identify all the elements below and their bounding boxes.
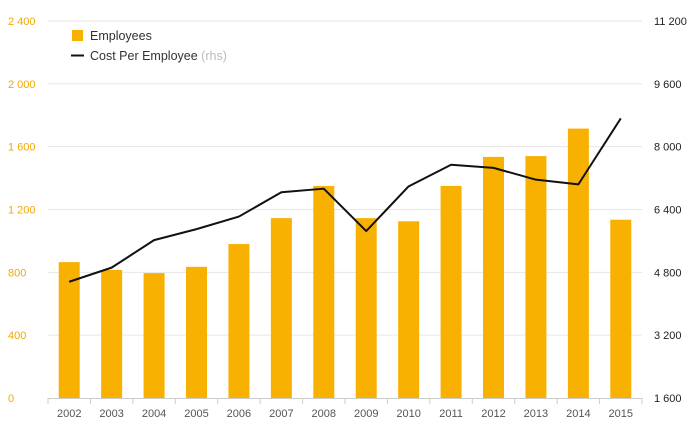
x-tick-label: 2015: [609, 408, 633, 420]
bar-2010: [398, 221, 420, 398]
legend-employees-label: Employees: [90, 29, 152, 43]
x-tick-label: 2011: [439, 408, 463, 420]
left-tick-label: 1 600: [8, 142, 36, 154]
right-tick-label: 9 600: [654, 79, 682, 91]
legend-employees-swatch: [72, 30, 83, 41]
x-tick-label: 2005: [184, 408, 208, 420]
bar-2011: [440, 185, 462, 398]
x-tick-label: 2004: [142, 408, 166, 420]
right-tick-label: 11 200: [654, 16, 687, 28]
x-tick-label: 2009: [354, 408, 378, 420]
bar-2007: [270, 218, 292, 398]
bar-2012: [483, 156, 504, 398]
left-tick-label: 800: [8, 267, 26, 279]
bar-2008: [313, 185, 335, 398]
left-tick-label: 1 200: [8, 205, 36, 217]
x-tick-label: 2003: [99, 408, 123, 420]
legend-cost-label: Cost Per Employee (rhs): [90, 49, 227, 63]
x-tick-label: 2006: [227, 408, 251, 420]
x-tick-label: 2012: [481, 408, 505, 420]
x-tick-label: 2002: [57, 408, 81, 420]
bar-2005: [186, 266, 207, 398]
employees-bars: [58, 128, 632, 398]
x-axis: 2002 2003 2004 2005 2006 2007 2008 2009 2010 2011…: [47, 398, 643, 420]
x-tick-label: 2010: [396, 408, 420, 420]
x-tick-label: 2014: [566, 408, 590, 420]
bar-2009: [355, 218, 377, 398]
left-tick-label: 0: [8, 393, 14, 405]
bar-2015: [610, 219, 632, 398]
left-tick-label: 2 400: [8, 16, 36, 28]
right-tick-label: 6 400: [654, 205, 682, 217]
bar-2014: [567, 128, 589, 398]
bar-2013: [525, 156, 547, 398]
left-tick-label: 2 000: [8, 79, 36, 91]
left-tick-label: 400: [8, 330, 26, 342]
cost-per-employee-line: [68, 117, 622, 283]
cost-per-employee-line-group: [68, 117, 622, 283]
right-tick-label: 1 600: [654, 393, 682, 405]
legend: Employees Cost Per Employee (rhs): [71, 29, 227, 63]
right-tick-label: 3 200: [654, 330, 682, 342]
x-tick-label: 2013: [524, 408, 548, 420]
right-y-axis: 1 600 3 200 4 800 6 400 8 000 9 600 11 200: [654, 16, 687, 405]
x-tick-label: 2007: [269, 408, 293, 420]
right-tick-label: 8 000: [654, 142, 682, 154]
bar-2006: [228, 244, 250, 398]
legend-rhs-suffix: (rhs): [201, 49, 227, 63]
x-tick-label: 2008: [312, 408, 336, 420]
gridlines: [48, 20, 642, 336]
bar-2003: [101, 269, 123, 398]
bar-2002: [58, 262, 80, 398]
left-y-axis: 0 400 800 1 200 1 600 2 000 2 400: [8, 16, 36, 405]
right-tick-label: 4 800: [654, 267, 682, 279]
bar-2004: [143, 273, 165, 398]
